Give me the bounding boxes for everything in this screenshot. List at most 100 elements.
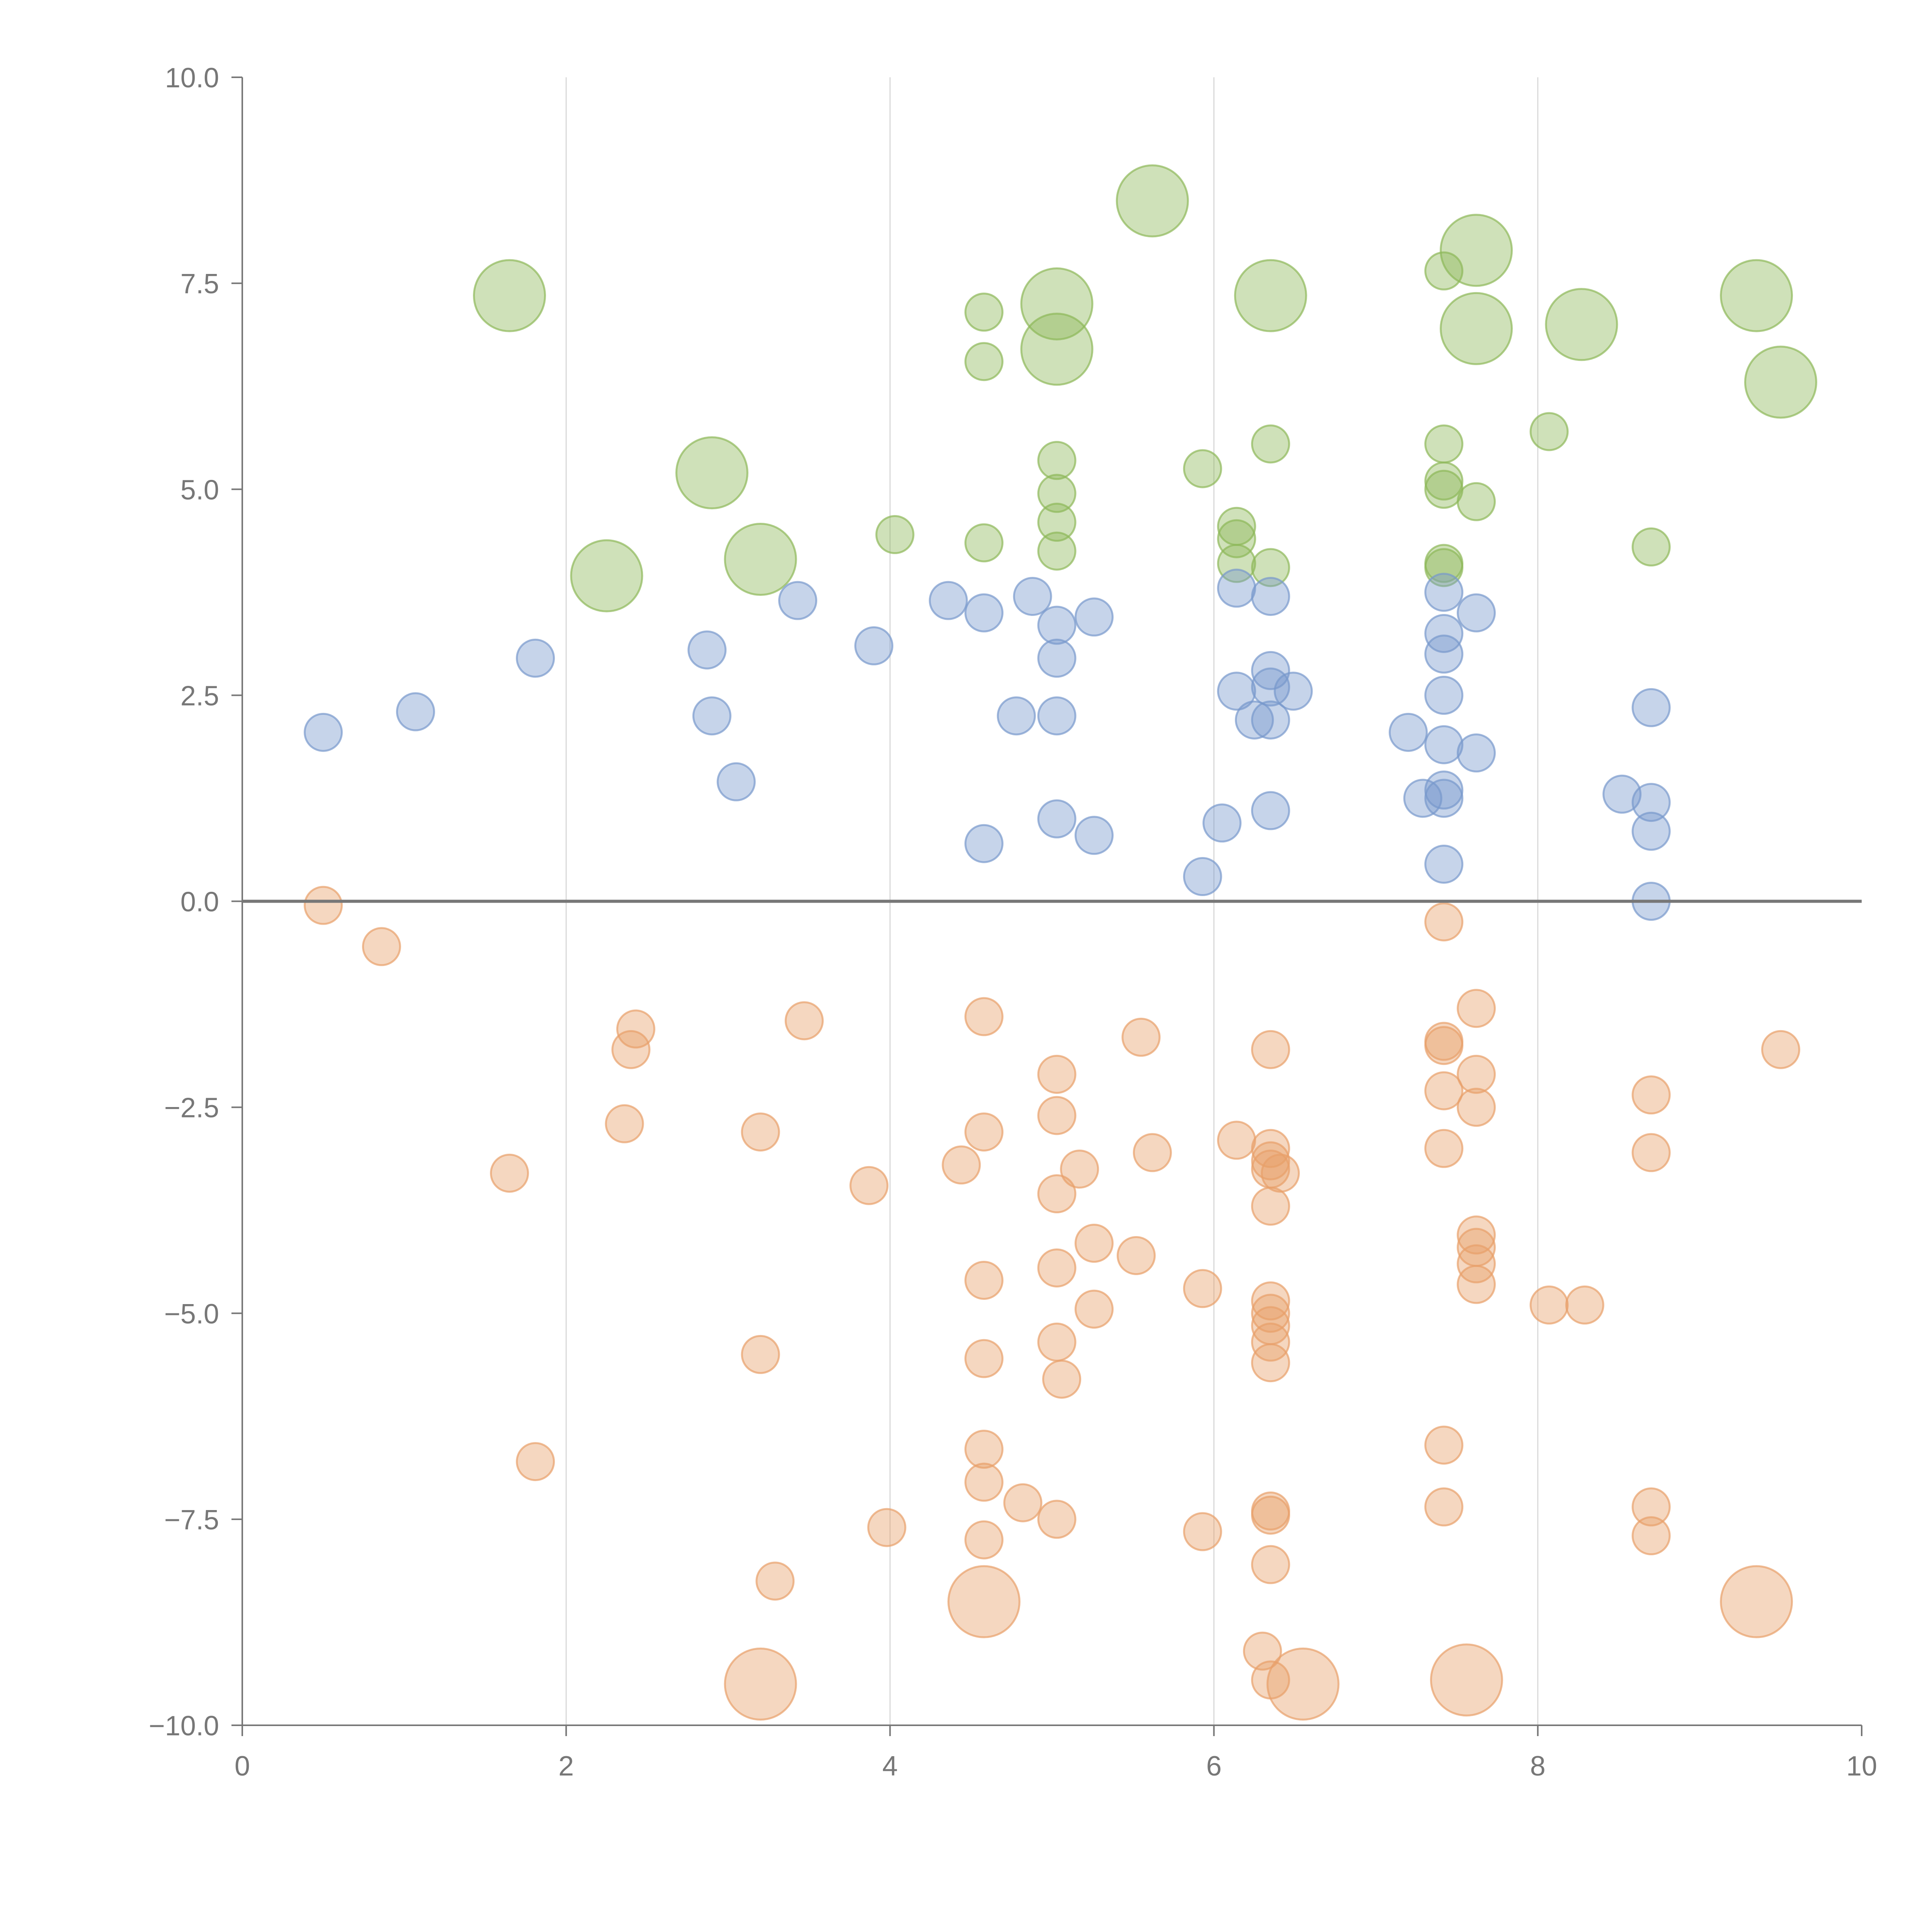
blue-bubble xyxy=(1251,577,1290,616)
orange-bubble xyxy=(1037,1500,1077,1539)
blue-bubble xyxy=(1389,713,1428,752)
orange-bubble xyxy=(490,1153,529,1193)
orange-bubble xyxy=(1251,1545,1290,1584)
orange-bubble xyxy=(1529,1285,1569,1325)
orange-bubble xyxy=(1133,1133,1172,1172)
orange-bubble xyxy=(1243,1631,1282,1671)
green-bubble xyxy=(1020,267,1094,340)
green-bubble xyxy=(1457,482,1496,521)
green-bubble xyxy=(875,515,915,554)
green-bubble xyxy=(1234,259,1307,332)
orange-bubble xyxy=(616,1009,655,1049)
green-bubble xyxy=(1020,313,1094,386)
orange-bubble xyxy=(1183,1269,1222,1308)
orange-bubble xyxy=(1003,1483,1043,1522)
orange-bubble xyxy=(724,1647,797,1721)
orange-bubble xyxy=(1424,1487,1464,1527)
orange-bubble xyxy=(964,1112,1003,1152)
orange-bubble xyxy=(1060,1150,1099,1189)
x-tick-label: 4 xyxy=(882,1751,898,1782)
blue-bubble xyxy=(1424,770,1464,810)
blue-bubble xyxy=(1424,634,1464,674)
blue-bubble xyxy=(1251,791,1290,830)
green-bubble xyxy=(1424,461,1464,501)
green-bubble xyxy=(1424,424,1464,464)
blue-bubble xyxy=(997,696,1036,736)
green-bubble xyxy=(1251,424,1290,464)
orange-bubble xyxy=(947,1565,1020,1638)
orange-bubble xyxy=(1217,1121,1256,1160)
blue-bubble xyxy=(396,692,435,731)
green-bubble xyxy=(1251,548,1290,587)
x-tick-label: 6 xyxy=(1206,1751,1222,1782)
y-tick-label: −2.5 xyxy=(164,1093,219,1124)
green-bubble xyxy=(570,539,643,612)
orange-bubble xyxy=(304,886,343,925)
green-bubble xyxy=(1631,527,1671,567)
orange-bubble xyxy=(1457,1244,1496,1284)
orange-bubble xyxy=(1121,1017,1161,1057)
blue-bubble xyxy=(1217,672,1256,711)
orange-bubble xyxy=(964,997,1003,1036)
orange-bubble xyxy=(1251,1030,1290,1069)
orange-bubble xyxy=(784,1001,824,1041)
y-tick-label: 0.0 xyxy=(180,887,219,918)
blue-bubble xyxy=(1602,774,1642,814)
blue-bubble xyxy=(1202,803,1242,843)
orange-bubble xyxy=(1260,1153,1300,1193)
green-bubble xyxy=(1720,259,1793,332)
orange-bubble xyxy=(964,1520,1003,1560)
orange-bubble xyxy=(964,1463,1003,1502)
blue-bubble xyxy=(929,581,968,620)
blue-bubble xyxy=(1074,816,1114,855)
blue-bubble xyxy=(687,630,727,670)
orange-bubble xyxy=(1457,989,1496,1028)
green-bubble xyxy=(1424,251,1464,291)
blue-bubble xyxy=(1251,651,1290,690)
green-bubble xyxy=(1440,292,1513,365)
green-bubble xyxy=(1529,412,1569,451)
orange-bubble xyxy=(1631,1516,1671,1556)
orange-bubble xyxy=(1251,1129,1290,1168)
orange-bubble xyxy=(1183,1512,1222,1551)
orange-bubble xyxy=(1631,1075,1671,1115)
blue-bubble xyxy=(1403,779,1442,818)
data-points xyxy=(304,164,1817,1721)
blue-bubble xyxy=(1037,799,1077,838)
orange-bubble xyxy=(1042,1359,1082,1399)
orange-bubble xyxy=(964,1339,1003,1378)
blue-bubble xyxy=(964,593,1003,633)
blue-bubble xyxy=(1037,638,1077,678)
blue-bubble xyxy=(1424,675,1464,715)
orange-bubble xyxy=(1424,1026,1464,1065)
orange-bubble xyxy=(516,1442,555,1481)
blue-bubble xyxy=(1251,700,1290,740)
y-tick-label: 5.0 xyxy=(180,474,219,505)
orange-bubble xyxy=(1251,1322,1290,1362)
green-bubble xyxy=(1545,288,1618,361)
orange-bubble xyxy=(755,1561,795,1601)
orange-bubble xyxy=(1424,1071,1464,1111)
blue-bubble xyxy=(692,696,731,736)
orange-bubble xyxy=(1074,1223,1114,1263)
series-green xyxy=(473,164,1817,612)
orange-bubble xyxy=(964,1260,1003,1300)
orange-bubble xyxy=(1424,1129,1464,1168)
blue-bubble xyxy=(1235,700,1274,740)
green-bubble xyxy=(1116,164,1189,238)
orange-bubble xyxy=(849,1166,889,1205)
orange-bubble xyxy=(1251,1294,1290,1333)
blue-bubble xyxy=(1424,845,1464,884)
green-bubble xyxy=(724,523,797,596)
blue-bubble xyxy=(1424,614,1464,653)
orange-bubble xyxy=(1720,1565,1793,1638)
series-blue xyxy=(304,568,1671,921)
y-tick-label: 2.5 xyxy=(180,680,219,711)
orange-bubble xyxy=(1116,1236,1156,1275)
orange-bubble xyxy=(1565,1285,1604,1325)
orange-bubble xyxy=(1424,902,1464,942)
orange-bubble xyxy=(1251,1187,1290,1226)
blue-bubble xyxy=(778,581,818,620)
y-tick-label: −10.0 xyxy=(149,1711,219,1742)
blue-bubble xyxy=(1457,593,1496,633)
